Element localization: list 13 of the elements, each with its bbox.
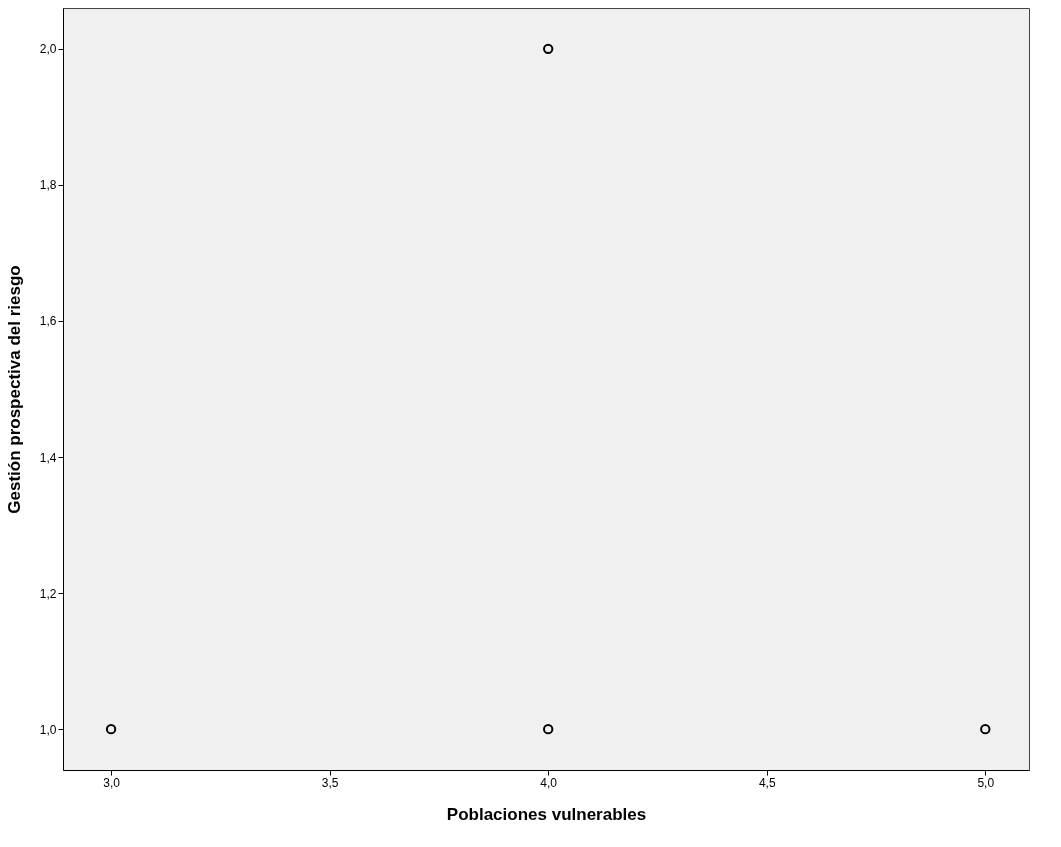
x-tick-label: 5,0 [977, 775, 995, 790]
x-axis-title: Poblaciones vulnerables [446, 804, 647, 824]
y-tick-label: 1,0 [39, 722, 57, 737]
x-tick-label: 3,5 [321, 775, 339, 790]
y-axis-title: Gestión prospectiva del riesgo [4, 265, 24, 514]
y-tick-label: 1,6 [39, 314, 57, 329]
x-tick-label: 3,0 [103, 775, 121, 790]
y-tick-label: 1,2 [39, 586, 57, 601]
y-tick-label: 1,4 [39, 450, 57, 465]
y-tick-label: 2,0 [39, 42, 57, 57]
x-tick-label: 4,5 [758, 775, 776, 790]
y-tick-label: 1,8 [39, 178, 57, 193]
x-tick-label: 4,0 [540, 775, 558, 790]
